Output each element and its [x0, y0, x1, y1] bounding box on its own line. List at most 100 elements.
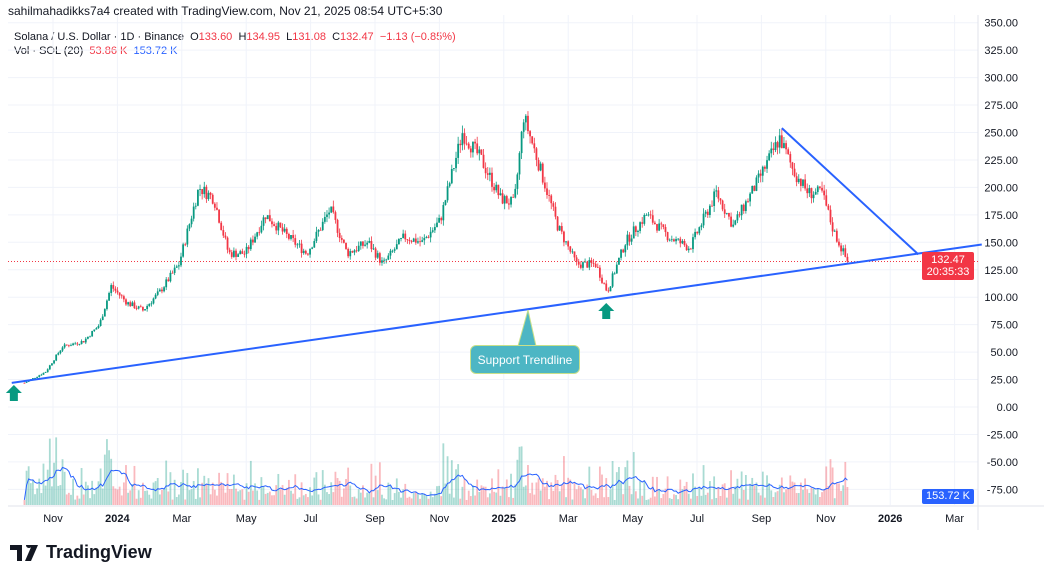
tradingview-logo-icon [10, 544, 38, 561]
candle-body [732, 224, 735, 227]
candle-body [450, 169, 453, 184]
volume-bar [91, 480, 94, 505]
volume-bar [757, 492, 760, 505]
candle-body [317, 229, 320, 232]
volume-bar [118, 486, 121, 505]
candle-body [408, 240, 411, 242]
volume-bar [67, 492, 70, 505]
volume-bar [80, 468, 83, 505]
volume-bar [245, 483, 248, 505]
volume-bar [634, 491, 637, 505]
support-trendline [11, 243, 982, 384]
volume-bar [816, 488, 819, 505]
candle-body [414, 238, 417, 243]
candle-body [486, 173, 489, 175]
volume-bar [577, 485, 580, 505]
candle-body [190, 218, 193, 225]
candle-body [846, 256, 849, 262]
volume-bar [29, 483, 32, 505]
volume-bar [260, 477, 263, 505]
candle-body [120, 295, 123, 297]
volume-bar [281, 485, 284, 505]
candle-body [425, 236, 428, 238]
x-tick-label: Sep [752, 513, 772, 525]
candle-body [110, 285, 113, 294]
volume-bar [842, 485, 845, 505]
volume-bar [279, 489, 282, 505]
volume-bar [48, 438, 51, 505]
volume-bar [653, 496, 656, 505]
volume-bar [677, 499, 680, 505]
volume-bar [810, 487, 813, 505]
candle-body [230, 252, 233, 257]
volume-bar [374, 475, 377, 505]
candle-body [290, 235, 292, 239]
chart-attribution: sahilmahadikks7a4 created with TradingVi… [8, 4, 443, 18]
volume-bar [609, 489, 612, 505]
y-tick-label: -50.00 [987, 457, 1018, 469]
candle-body [738, 214, 741, 216]
candle-body [296, 244, 299, 246]
candle-body [438, 217, 441, 223]
candle-body [410, 241, 413, 242]
candle-body [247, 246, 250, 250]
candle-body [582, 262, 584, 268]
volume-bar [601, 474, 603, 505]
x-tick-label: Nov [816, 513, 836, 525]
high-label: H [238, 31, 247, 43]
volume-bar [725, 497, 728, 505]
candle-body [76, 343, 79, 345]
volume-bar [421, 493, 424, 505]
candle-body [658, 223, 661, 231]
symbol-label[interactable]: Solana / U.S. Dollar · 1D · Binance [14, 31, 184, 43]
bar-countdown: 20:35:33 [926, 266, 970, 278]
candle-body [647, 214, 650, 216]
volume-bar [651, 476, 654, 505]
candle-body [82, 341, 85, 343]
volume-bar [385, 499, 388, 505]
volume-bar [336, 478, 339, 505]
candle-body [816, 186, 819, 192]
candle-body [393, 249, 396, 251]
volume-bar [364, 497, 366, 505]
candle-body [543, 182, 546, 189]
volume-bar [63, 471, 66, 505]
candle-body [175, 266, 178, 268]
support-trendline-note[interactable]: Support Trendline [470, 345, 580, 374]
candle-body [476, 143, 479, 154]
volume-bar [216, 495, 218, 505]
volume-bar [835, 482, 838, 505]
volume-bar [687, 493, 690, 505]
candle-body [459, 143, 462, 146]
volume-label[interactable]: Vol · SOL (20) [14, 45, 84, 57]
volume-bar [112, 486, 115, 505]
candle-body [764, 166, 766, 169]
volume-bar [40, 493, 43, 505]
candle-body [842, 248, 845, 252]
y-tick-label: 75.00 [990, 320, 1018, 332]
candle-body [675, 239, 677, 242]
candle-body [188, 224, 191, 229]
volume-bar [476, 479, 479, 505]
candle-body [586, 261, 589, 268]
candle-body [436, 222, 438, 228]
volume-bar [326, 492, 328, 505]
volume-bar [357, 489, 360, 505]
volume-bar [592, 495, 595, 505]
candle-body [757, 173, 760, 178]
candle-body [398, 239, 400, 245]
candle-body [23, 382, 26, 384]
volume-bar [522, 486, 525, 505]
volume-bar [827, 486, 830, 505]
volume-bar [194, 498, 197, 505]
volume-bar [70, 494, 72, 505]
candle-body [177, 265, 180, 267]
y-tick-label: -75.00 [987, 484, 1018, 496]
candle-body [833, 230, 836, 232]
volume-bar [252, 490, 254, 505]
candle-body [514, 188, 517, 198]
candle-body [226, 237, 229, 250]
candle-body [275, 225, 278, 231]
candle-body [218, 209, 220, 223]
